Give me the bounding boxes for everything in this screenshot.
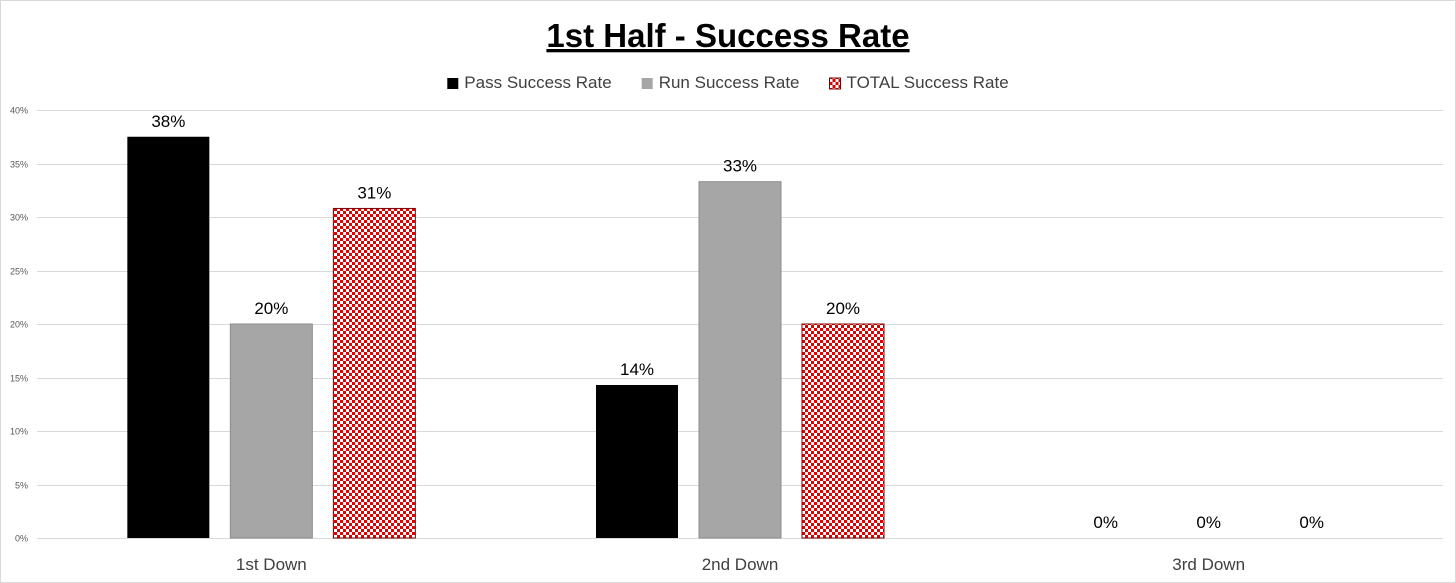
x-category-label-2nd-down: 2nd Down <box>702 555 779 574</box>
x-category-label-1st-down: 1st Down <box>236 555 307 574</box>
bar-total-success-rate-2nd-down <box>801 323 885 539</box>
bar-run-success-rate-2nd-down <box>698 181 782 539</box>
legend-item-run-success-rate: Run Success Rate <box>641 73 800 92</box>
data-label-pass-success-rate-3rd-down: 0% <box>1093 513 1118 532</box>
x-axis-categories: 1st Down 2nd Down 3rd Down <box>236 555 1245 574</box>
legend: Pass Success Rate Run Success Rate TOTAL S… <box>447 73 1009 92</box>
y-tick-label: 40% <box>10 106 28 116</box>
legend-item-total-success-rate: TOTAL Success Rate <box>829 73 1009 92</box>
y-tick-label: 5% <box>15 481 28 491</box>
y-tick-label: 30% <box>10 213 28 223</box>
data-label-total-success-rate-2nd-down: 20% <box>826 299 860 318</box>
y-tick-label: 35% <box>10 160 28 170</box>
data-label-run-success-rate-2nd-down: 33% <box>723 157 757 176</box>
y-tick-label: 25% <box>10 267 28 277</box>
y-tick-label: 15% <box>10 374 28 384</box>
data-label-total-success-rate-3rd-down: 0% <box>1299 513 1324 532</box>
legend-label: Pass Success Rate <box>464 73 611 92</box>
bar-pass-success-rate-2nd-down <box>596 384 678 538</box>
y-tick-label: 20% <box>10 320 28 330</box>
bar-run-success-rate-1st-down <box>229 323 313 539</box>
data-label-total-success-rate-1st-down: 31% <box>357 183 391 202</box>
y-tick-label: 0% <box>15 534 28 544</box>
data-label-run-success-rate-1st-down: 20% <box>254 299 288 318</box>
y-tick-label: 10% <box>10 427 28 437</box>
y-axis-ticks: 0% 5% 10% 15% 20% 25% 30% 35% 40% <box>10 106 28 544</box>
legend-label: TOTAL Success Rate <box>847 73 1009 92</box>
legend-swatch <box>829 77 841 90</box>
legend-swatch <box>447 78 459 89</box>
bar-pass-success-rate-1st-down <box>127 136 210 538</box>
legend-label: Run Success Rate <box>659 73 800 92</box>
chart-title: 1st Half - Success Rate <box>546 17 909 54</box>
data-labels: 38% 20% 31% 14% 33% 20% 0% 0% 0% <box>151 112 1324 532</box>
data-label-pass-success-rate-1st-down: 38% <box>151 112 185 131</box>
bar-total-success-rate-1st-down <box>332 207 416 539</box>
data-label-pass-success-rate-2nd-down: 14% <box>620 360 654 379</box>
legend-item-pass-success-rate: Pass Success Rate <box>447 73 612 92</box>
bars <box>127 136 885 539</box>
data-label-run-success-rate-3rd-down: 0% <box>1196 513 1221 532</box>
legend-swatch <box>641 78 653 89</box>
x-category-label-3rd-down: 3rd Down <box>1172 555 1245 574</box>
